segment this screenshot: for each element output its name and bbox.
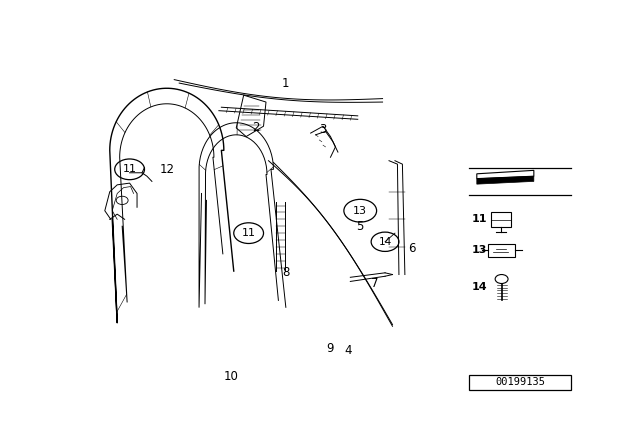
Bar — [491, 212, 511, 227]
Text: 11: 11 — [123, 164, 136, 174]
Text: 00199135: 00199135 — [495, 377, 545, 388]
Text: 4: 4 — [344, 344, 351, 357]
Bar — [488, 244, 515, 257]
Text: 5: 5 — [356, 220, 364, 233]
Text: 14: 14 — [378, 237, 392, 247]
Text: 2: 2 — [252, 121, 260, 134]
Text: 7: 7 — [371, 277, 379, 290]
Text: 14: 14 — [472, 282, 488, 292]
Bar — [469, 375, 571, 390]
Text: 11: 11 — [242, 228, 255, 238]
Text: 3: 3 — [319, 123, 327, 136]
Text: 13: 13 — [472, 246, 487, 255]
Text: 9: 9 — [327, 342, 334, 355]
Text: 8: 8 — [282, 266, 289, 279]
Text: 13: 13 — [353, 206, 367, 216]
Text: 1: 1 — [282, 77, 289, 90]
Text: 10: 10 — [224, 370, 239, 383]
Text: 6: 6 — [408, 242, 416, 255]
Text: 12: 12 — [159, 163, 174, 176]
Text: 11: 11 — [472, 214, 487, 224]
Polygon shape — [477, 176, 534, 184]
